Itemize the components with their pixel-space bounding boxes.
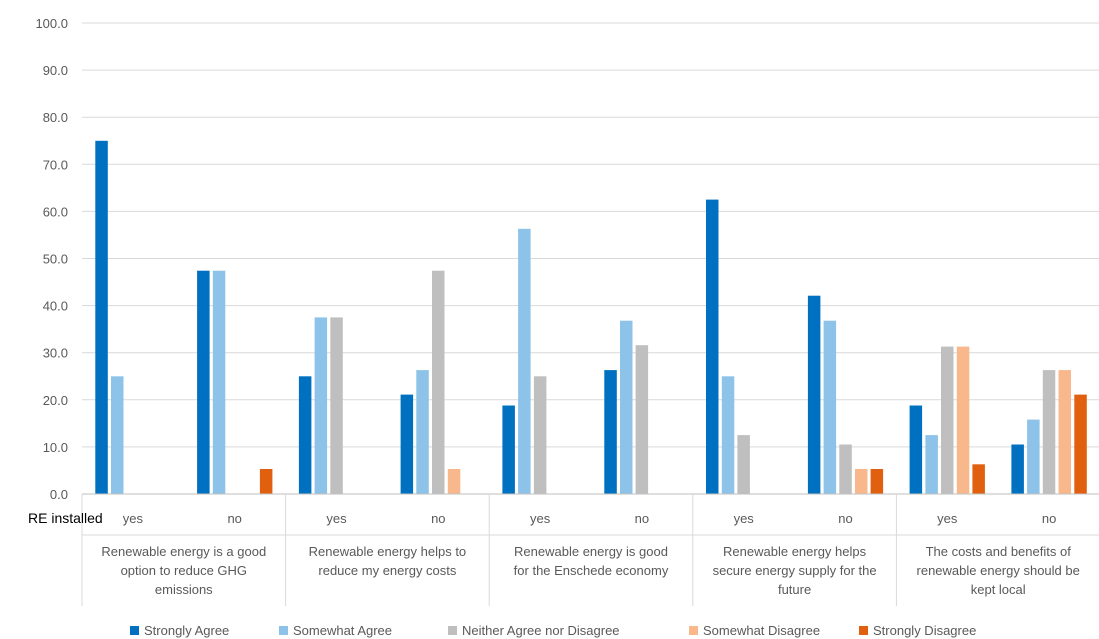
x-category-label: no (635, 511, 649, 526)
y-tick-label: 40.0 (43, 299, 68, 314)
bar (807, 295, 821, 494)
y-tick-label: 0.0 (50, 487, 68, 502)
x-category-label: no (838, 511, 852, 526)
bar (620, 320, 633, 494)
x-category-label: no (227, 511, 241, 526)
bar (925, 435, 938, 494)
group-label: The costs and benefits of renewable energ… (917, 544, 1080, 597)
bar (737, 435, 750, 494)
y-tick-label: 10.0 (43, 440, 68, 455)
row-header-re-installed: RE installed (28, 510, 103, 526)
group-label: Renewable energy is a good option to redu… (101, 544, 266, 597)
bar (416, 370, 429, 494)
bar (1042, 370, 1056, 494)
bar (706, 199, 719, 494)
gridlines (82, 22, 1099, 448)
group-label: Renewable energy helps to reduce my energ… (309, 544, 467, 578)
bar (447, 469, 461, 494)
bar (432, 270, 445, 494)
y-tick-label: 20.0 (43, 393, 68, 408)
legend-swatch (859, 626, 868, 635)
legend-label: Strongly Agree (144, 623, 229, 638)
y-tick-label: 100.0 (35, 16, 68, 31)
bar (1058, 370, 1071, 494)
legend-label: Neither Agree nor Disagree (462, 623, 620, 638)
bar (823, 320, 837, 494)
y-tick-label: 50.0 (43, 252, 68, 267)
legend-label: Strongly Disagree (873, 623, 976, 638)
bar (518, 228, 531, 495)
bar (972, 464, 985, 494)
bar (635, 345, 649, 494)
bar (870, 469, 884, 494)
bar (197, 270, 210, 494)
legend-label: Somewhat Disagree (703, 623, 820, 638)
legend-swatch (448, 626, 457, 635)
y-tick-label: 60.0 (43, 204, 68, 219)
x-category-label: yes (326, 511, 347, 526)
bar (956, 346, 970, 494)
bar (502, 405, 515, 494)
y-tick-label: 90.0 (43, 63, 68, 78)
bar (855, 469, 868, 494)
bars (95, 140, 1087, 495)
bar (1027, 419, 1040, 494)
y-tick-label: 70.0 (43, 157, 68, 172)
y-tick-label: 30.0 (43, 346, 68, 361)
legend-label: Somewhat Agree (293, 623, 392, 638)
x-category-label: yes (530, 511, 551, 526)
bar (839, 444, 852, 494)
y-tick-label: 80.0 (43, 110, 68, 125)
bar (400, 394, 414, 494)
x-category-label: no (1042, 511, 1056, 526)
bar (212, 270, 226, 494)
bar (111, 376, 124, 495)
bar (604, 370, 617, 494)
group-label: Renewable energy is good for the Enschede… (514, 544, 669, 578)
bar (721, 376, 735, 495)
bar (941, 346, 954, 494)
axes: 0.0 10.0 20.0 30.0 40.0 50.0 60.0 70.0 80.0 90.0 1… (35, 16, 1099, 606)
bar (533, 376, 547, 495)
legend-swatch (130, 626, 139, 635)
x-category-label: yes (734, 511, 755, 526)
bar (1011, 444, 1024, 494)
bar (1074, 394, 1087, 494)
bar (909, 405, 923, 494)
group-label: Renewable energy helps secure energy supp… (713, 544, 877, 597)
x-category-label: yes (123, 511, 144, 526)
bar (298, 376, 312, 495)
x-category-label: no (431, 511, 445, 526)
bar (259, 469, 273, 494)
bar (314, 317, 328, 494)
bar (330, 317, 343, 494)
bar (95, 140, 108, 495)
legend: Strongly Agree Somewhat Agree Neither Agre… (130, 623, 976, 638)
x-category-label: yes (937, 511, 958, 526)
legend-swatch (689, 626, 698, 635)
legend-swatch (279, 626, 288, 635)
